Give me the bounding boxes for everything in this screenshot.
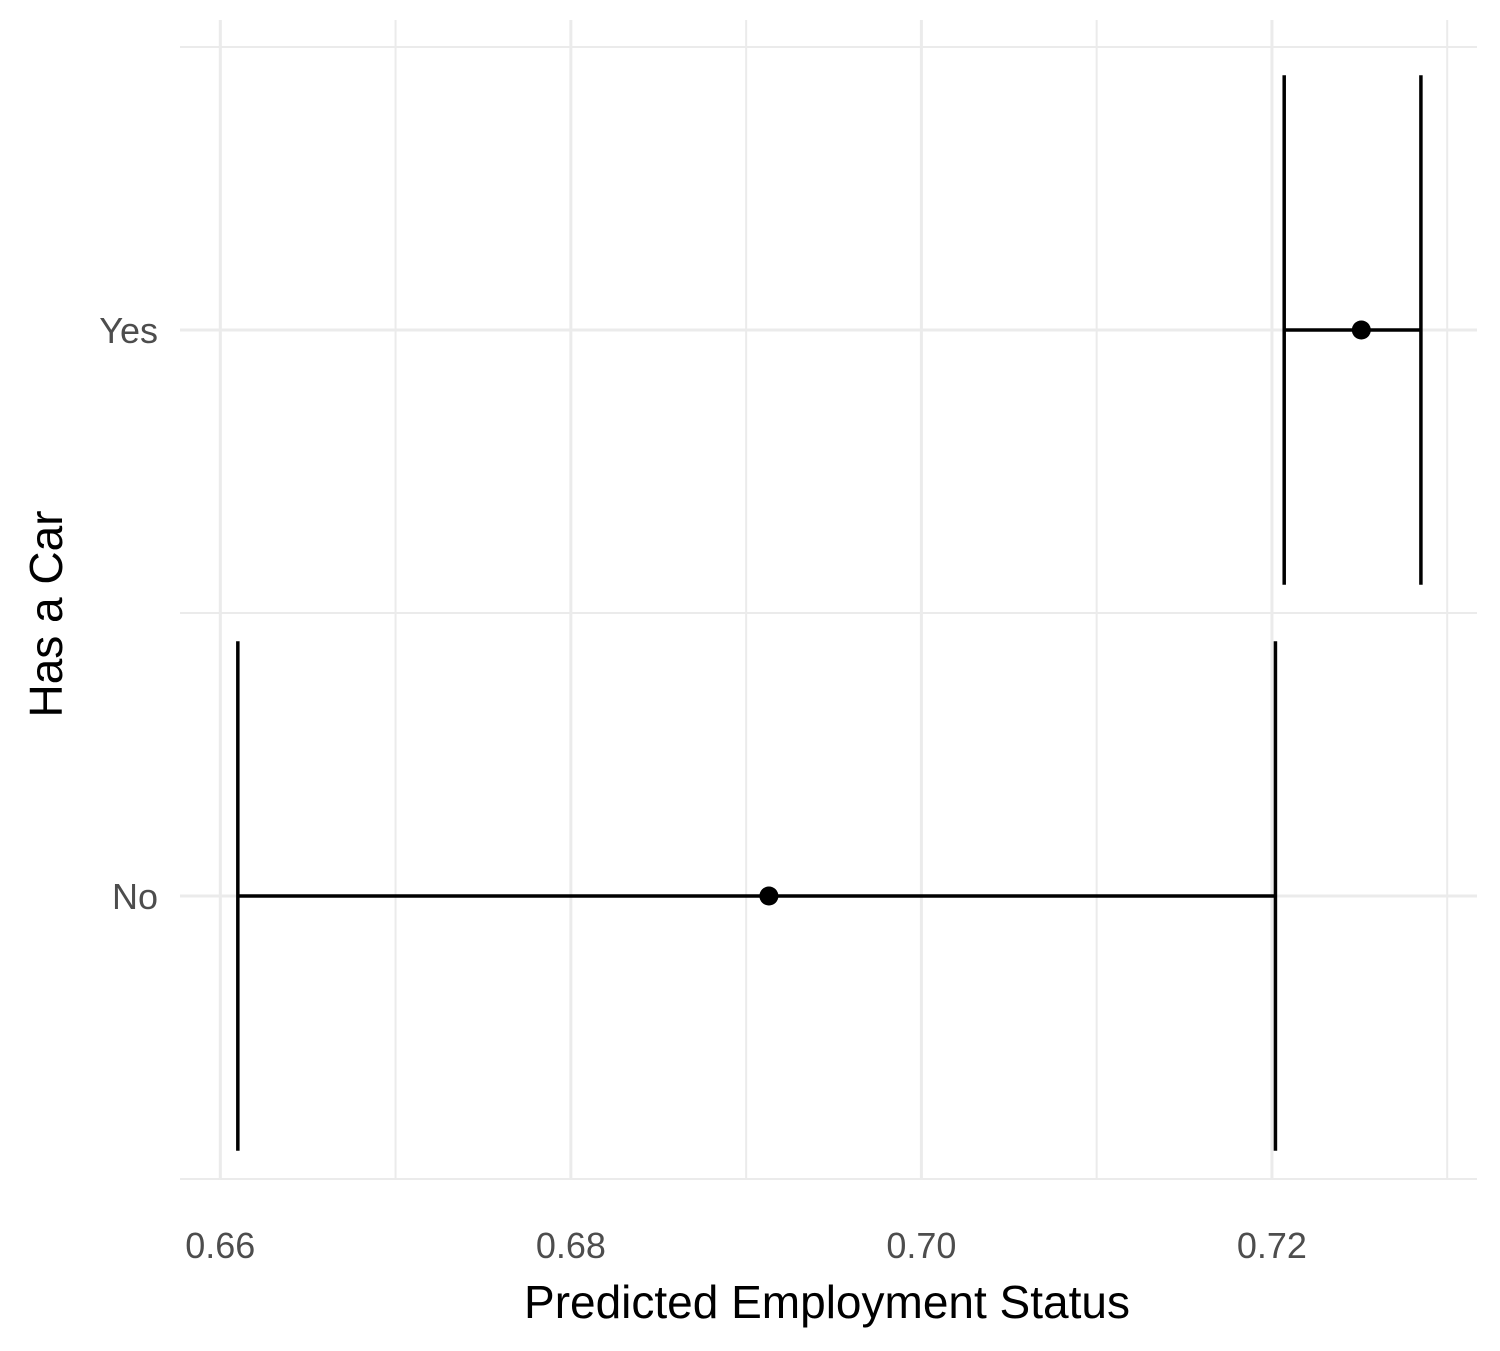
x-tick-label: 0.70 <box>886 1225 956 1266</box>
x-tick-label: 0.72 <box>1237 1225 1307 1266</box>
x-tick-label: 0.68 <box>536 1225 606 1266</box>
x-tick-label: 0.66 <box>185 1225 255 1266</box>
point-estimate-no <box>759 886 779 906</box>
y-axis-title: Has a Car <box>20 510 72 717</box>
y-tick-label-no: No <box>112 876 158 917</box>
minor-gridlines <box>180 20 1477 1180</box>
error-bars <box>236 75 1423 1151</box>
point-estimate-yes <box>1351 320 1371 340</box>
major-gridlines <box>180 20 1477 1180</box>
y-tick-label-yes: Yes <box>99 310 158 351</box>
y-tick-labels: No Yes <box>99 310 158 917</box>
x-tick-labels: 0.66 0.68 0.70 0.72 <box>185 1225 1307 1266</box>
x-axis-title: Predicted Employment Status <box>524 1276 1130 1328</box>
